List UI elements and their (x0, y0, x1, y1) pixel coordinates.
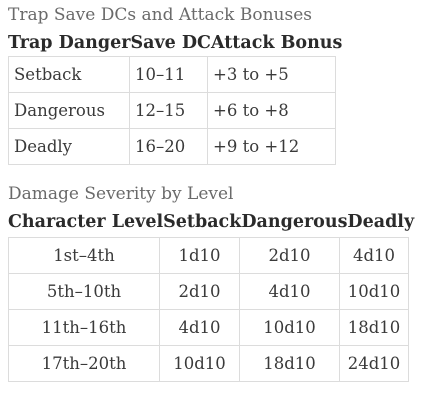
header-setback: Setback (163, 212, 242, 232)
table-cell: 10d10 (339, 273, 409, 310)
header-attack-bonus: Attack Bonus (210, 33, 343, 53)
table-cell: +3 to +5 (207, 56, 336, 93)
table-row: 11th–16th 4d10 10d10 18d10 (8, 309, 409, 346)
table-cell: 10d10 (159, 345, 240, 382)
table-cell: +6 to +8 (207, 92, 336, 129)
table-cell: 24d10 (339, 345, 409, 382)
table-row: Deadly 16–20 +9 to +12 (8, 128, 336, 165)
table-cell: 4d10 (239, 273, 340, 310)
header-trap-danger: Trap Danger (8, 33, 131, 53)
table-cell: 10d10 (239, 309, 340, 346)
table-cell: 5th–10th (8, 273, 160, 310)
table-cell: 18d10 (339, 309, 409, 346)
damage-severity-header: Character Level Setback Dangerous Deadly (8, 212, 414, 232)
table-cell: 11th–16th (8, 309, 160, 346)
table-row: Setback 10–11 +3 to +5 (8, 56, 336, 93)
table-cell: 10–11 (129, 56, 208, 93)
table-cell: 1st–4th (8, 237, 160, 274)
table-cell: Deadly (8, 128, 130, 165)
table-cell: +9 to +12 (207, 128, 336, 165)
header-save-dc: Save DC (130, 33, 211, 53)
table-cell: 12–15 (129, 92, 208, 129)
table-cell: 2d10 (239, 237, 340, 274)
table-cell: 1d10 (159, 237, 240, 274)
table-cell: 2d10 (159, 273, 240, 310)
table-row: 17th–20th 10d10 18d10 24d10 (8, 345, 409, 382)
table-row: 1st–4th 1d10 2d10 4d10 (8, 237, 409, 274)
table-cell: 4d10 (159, 309, 240, 346)
trap-save-header: Trap Danger Save DC Attack Bonus (8, 33, 342, 53)
table-row: Dangerous 12–15 +6 to +8 (8, 92, 336, 129)
header-character-level: Character Level (8, 212, 164, 232)
table-row: 5th–10th 2d10 4d10 10d10 (8, 273, 409, 310)
table-cell: 16–20 (129, 128, 208, 165)
table-cell: 17th–20th (8, 345, 160, 382)
header-dangerous: Dangerous (241, 212, 348, 232)
table-cell: Setback (8, 56, 130, 93)
trap-save-table: Setback 10–11 +3 to +5 Dangerous 12–15 +… (8, 56, 336, 165)
table-cell: 4d10 (339, 237, 409, 274)
damage-severity-table: 1st–4th 1d10 2d10 4d10 5th–10th 2d10 4d1… (8, 237, 409, 382)
table-cell: 18d10 (239, 345, 340, 382)
header-deadly: Deadly (347, 212, 415, 232)
damage-severity-caption: Damage Severity by Level (8, 184, 234, 204)
table-cell: Dangerous (8, 92, 130, 129)
trap-save-caption: Trap Save DCs and Attack Bonuses (8, 5, 313, 25)
